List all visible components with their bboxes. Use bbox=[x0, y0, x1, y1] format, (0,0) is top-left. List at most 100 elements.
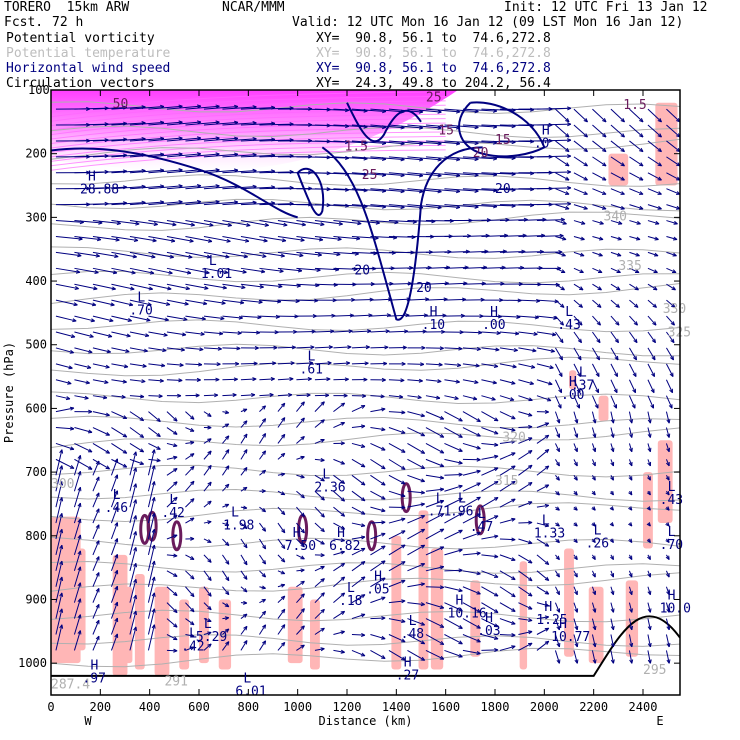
circulation-vector bbox=[499, 586, 516, 598]
vector-arrowhead bbox=[528, 424, 533, 429]
circulation-vector bbox=[407, 474, 425, 482]
circulation-vector bbox=[129, 594, 137, 619]
vector-arrowhead bbox=[439, 565, 445, 570]
circulation-vector bbox=[370, 235, 397, 239]
vector-arrowhead bbox=[458, 472, 463, 477]
circulation-vector bbox=[592, 108, 607, 123]
vector-arrowhead bbox=[495, 347, 500, 352]
circulation-vector bbox=[333, 172, 368, 176]
circulation-vector bbox=[296, 474, 305, 479]
circulation-vector bbox=[536, 616, 549, 620]
circulation-vector bbox=[92, 492, 100, 508]
circulation-vector bbox=[666, 220, 678, 225]
vector-arrowhead bbox=[207, 643, 212, 648]
vector-arrowhead bbox=[173, 455, 178, 460]
circulation-vector bbox=[277, 346, 296, 349]
vector-arrowhead bbox=[628, 490, 633, 496]
vector-arrowhead bbox=[381, 520, 386, 525]
vector-arrowhead bbox=[287, 392, 293, 398]
circulation-vector bbox=[129, 451, 137, 476]
circulation-vector bbox=[259, 538, 267, 550]
circulation-vector bbox=[240, 138, 275, 142]
vector-arrowhead bbox=[184, 301, 189, 306]
vector-arrowhead bbox=[243, 640, 248, 645]
circulation-vector bbox=[240, 251, 267, 258]
vector-arrowhead bbox=[441, 329, 446, 334]
vector-arrowhead bbox=[77, 253, 82, 258]
circulation-vector bbox=[166, 427, 178, 435]
vector-arrowhead bbox=[646, 538, 651, 544]
circulation-vector bbox=[92, 540, 100, 556]
vector-arrowhead bbox=[511, 480, 516, 485]
vector-arrowhead bbox=[615, 303, 620, 308]
vector-arrowhead bbox=[420, 515, 426, 519]
circulation-vector bbox=[592, 331, 601, 344]
circulation-vector bbox=[407, 583, 425, 588]
circulation-vector bbox=[111, 235, 139, 242]
vector-arrowhead bbox=[381, 427, 386, 432]
vector-arrowhead bbox=[318, 237, 324, 242]
vector-arrowhead bbox=[363, 377, 368, 382]
circulation-vector bbox=[185, 480, 195, 492]
vector-arrowhead bbox=[458, 497, 463, 502]
vector-arrowhead bbox=[609, 506, 614, 511]
vector-arrowhead bbox=[236, 346, 241, 351]
vector-arrowhead bbox=[360, 405, 366, 409]
circulation-vector bbox=[407, 563, 425, 572]
circulation-vector bbox=[444, 485, 463, 492]
vector-arrowhead bbox=[494, 417, 499, 422]
vector-arrowhead bbox=[646, 490, 651, 496]
circulation-vector bbox=[166, 153, 201, 158]
vector-arrowhead bbox=[172, 222, 177, 227]
vector-arrowhead bbox=[476, 531, 481, 536]
vector-arrowhead bbox=[105, 465, 110, 470]
vector-arrowhead bbox=[139, 394, 145, 399]
x-tick-label: 1400 bbox=[382, 700, 411, 714]
circulation-vector bbox=[370, 649, 386, 659]
wind-speed-contour bbox=[296, 167, 325, 216]
circulation-vector bbox=[129, 467, 137, 492]
vector-arrowhead bbox=[114, 254, 119, 259]
vector-arrowhead bbox=[401, 448, 406, 453]
vector-arrowhead bbox=[133, 578, 138, 584]
circulation-vector bbox=[554, 634, 560, 648]
circulation-vector bbox=[407, 363, 424, 365]
vector-arrowhead bbox=[620, 118, 625, 123]
circulation-vector bbox=[555, 283, 565, 291]
circulation-vector bbox=[536, 299, 559, 303]
circulation-vector bbox=[628, 586, 633, 595]
vector-arrowhead bbox=[628, 522, 633, 527]
vector-arrowhead bbox=[647, 659, 652, 664]
circulation-vector bbox=[536, 395, 552, 402]
circulation-vector bbox=[425, 314, 447, 317]
high-marker: H bbox=[544, 600, 552, 615]
vector-arrowhead bbox=[262, 640, 267, 645]
vector-arrowhead bbox=[88, 409, 93, 414]
pv-label: 50 bbox=[113, 97, 129, 112]
circulation-vector bbox=[536, 434, 550, 444]
vector-arrowhead bbox=[544, 503, 550, 508]
vector-arrowhead bbox=[77, 455, 82, 460]
vector-arrowhead bbox=[511, 645, 516, 650]
circulation-vector bbox=[222, 641, 230, 651]
circulation-vector bbox=[111, 283, 135, 290]
circulation-vector bbox=[296, 538, 305, 548]
theta-contour bbox=[51, 283, 680, 304]
vector-arrowhead bbox=[360, 481, 366, 486]
circulation-vector bbox=[111, 154, 146, 158]
circulation-vector bbox=[554, 379, 562, 393]
vector-arrowhead bbox=[647, 642, 652, 648]
vector-arrowhead bbox=[364, 361, 369, 366]
circulation-vector bbox=[55, 315, 77, 322]
circulation-vector bbox=[665, 586, 670, 595]
vector-arrowhead bbox=[59, 576, 64, 582]
circulation-vector bbox=[388, 490, 406, 497]
circulation-vector bbox=[92, 604, 100, 619]
circulation-vector bbox=[629, 315, 638, 326]
circulation-vector bbox=[129, 458, 144, 465]
circulation-vector bbox=[296, 283, 320, 286]
vector-arrowhead bbox=[666, 625, 671, 631]
vector-arrowhead bbox=[169, 254, 174, 259]
circulation-vector bbox=[518, 411, 533, 417]
circulation-vector bbox=[129, 235, 157, 242]
